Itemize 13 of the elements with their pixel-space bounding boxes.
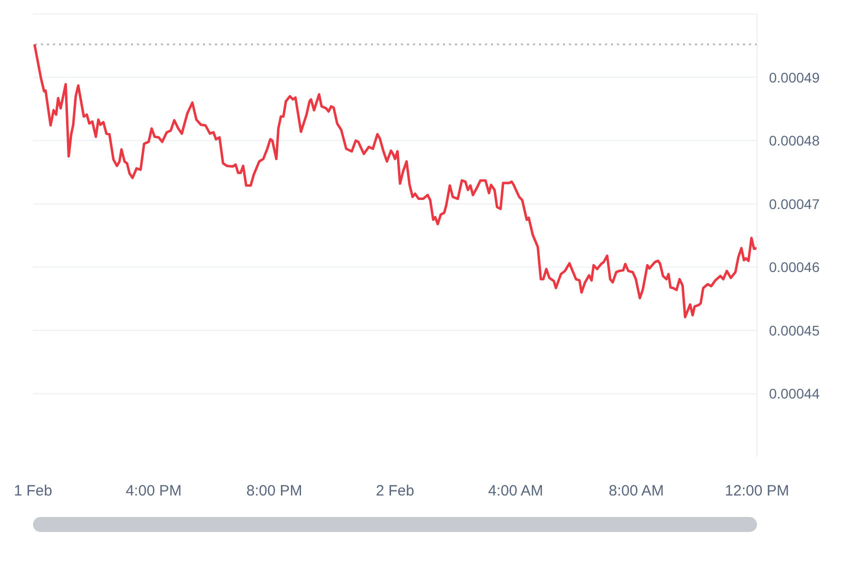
x-tick-label: 8:00 PM <box>246 482 302 500</box>
x-tick-label: 4:00 PM <box>126 482 182 500</box>
y-tick-label: 0.00049 <box>769 69 820 86</box>
x-tick-label: 1 Feb <box>14 482 52 500</box>
x-tick-label: 12:00 PM <box>724 482 790 500</box>
y-tick-label: 0.00047 <box>769 196 820 212</box>
x-tick-label: 8:00 AM <box>608 482 664 500</box>
y-tick-label: 0.00048 <box>769 132 820 149</box>
x-tick-label: 2 Feb <box>376 482 414 500</box>
x-tick-label: 4:00 AM <box>488 482 544 500</box>
y-tick-label: 0.00045 <box>769 322 820 338</box>
y-tick-label: 0.00044 <box>769 386 820 402</box>
y-tick-label: 0.00046 <box>769 259 820 276</box>
